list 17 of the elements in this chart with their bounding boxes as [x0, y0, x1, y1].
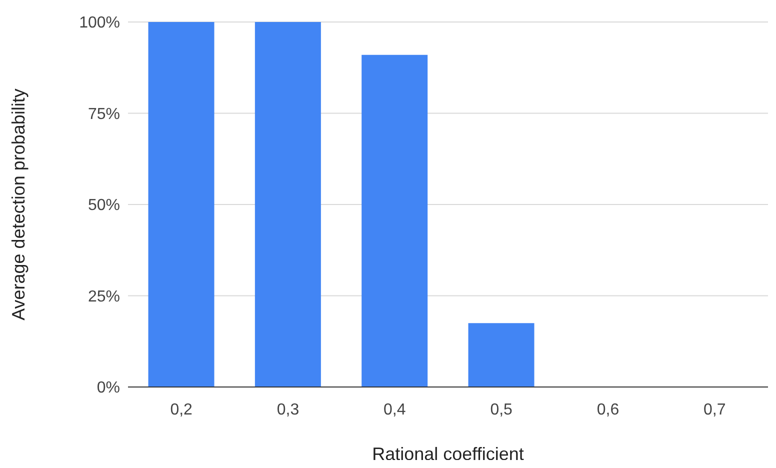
y-tick-label: 25% — [88, 288, 120, 306]
x-tick-label: 0,3 — [276, 401, 300, 418]
x-tick-label: 0,7 — [704, 401, 726, 418]
x-tick-label: 0,6 — [596, 401, 620, 418]
bar — [468, 323, 534, 387]
bar — [148, 22, 214, 387]
x-tick-label: 0,2 — [170, 401, 193, 418]
bar — [362, 54, 428, 387]
x-axis-title: Rational coefficient — [372, 444, 524, 464]
bar — [254, 22, 321, 387]
y-tick-label: 50% — [88, 197, 120, 214]
x-tick-label: 0,5 — [490, 401, 513, 418]
y-tick-label: 100% — [79, 14, 120, 32]
y-axis-title: Average detection probability — [8, 88, 28, 320]
y-tick-label: 75% — [88, 106, 120, 123]
y-tick-label: 0% — [96, 380, 120, 397]
x-tick-label: 0,4 — [384, 401, 406, 418]
